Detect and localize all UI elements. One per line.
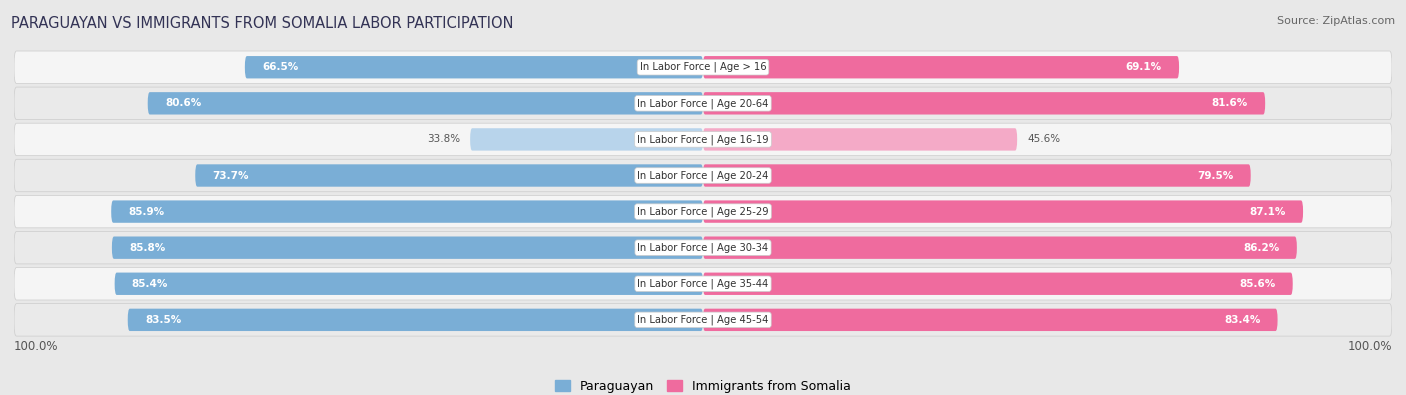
FancyBboxPatch shape xyxy=(195,164,703,187)
Text: In Labor Force | Age 45-54: In Labor Force | Age 45-54 xyxy=(637,314,769,325)
Text: 81.6%: 81.6% xyxy=(1212,98,1249,108)
FancyBboxPatch shape xyxy=(245,56,703,79)
FancyBboxPatch shape xyxy=(14,304,1392,336)
Text: In Labor Force | Age > 16: In Labor Force | Age > 16 xyxy=(640,62,766,73)
FancyBboxPatch shape xyxy=(14,123,1392,156)
FancyBboxPatch shape xyxy=(111,200,703,223)
FancyBboxPatch shape xyxy=(703,237,1296,259)
FancyBboxPatch shape xyxy=(703,308,1278,331)
Text: 85.9%: 85.9% xyxy=(128,207,165,216)
FancyBboxPatch shape xyxy=(703,92,1265,115)
Text: In Labor Force | Age 16-19: In Labor Force | Age 16-19 xyxy=(637,134,769,145)
Text: 73.7%: 73.7% xyxy=(212,171,249,181)
FancyBboxPatch shape xyxy=(14,51,1392,83)
FancyBboxPatch shape xyxy=(703,164,1251,187)
Text: 80.6%: 80.6% xyxy=(165,98,201,108)
Text: 69.1%: 69.1% xyxy=(1126,62,1161,72)
FancyBboxPatch shape xyxy=(703,273,1292,295)
FancyBboxPatch shape xyxy=(14,267,1392,300)
Text: 79.5%: 79.5% xyxy=(1198,171,1233,181)
Text: In Labor Force | Age 20-24: In Labor Force | Age 20-24 xyxy=(637,170,769,181)
FancyBboxPatch shape xyxy=(112,237,703,259)
Text: 100.0%: 100.0% xyxy=(14,340,59,354)
FancyBboxPatch shape xyxy=(703,200,1303,223)
FancyBboxPatch shape xyxy=(14,159,1392,192)
Text: 85.8%: 85.8% xyxy=(129,243,166,253)
Text: 83.4%: 83.4% xyxy=(1225,315,1260,325)
Text: Source: ZipAtlas.com: Source: ZipAtlas.com xyxy=(1277,16,1395,26)
Text: 86.2%: 86.2% xyxy=(1243,243,1279,253)
Text: 45.6%: 45.6% xyxy=(1028,134,1060,145)
Text: 33.8%: 33.8% xyxy=(426,134,460,145)
Text: In Labor Force | Age 30-34: In Labor Force | Age 30-34 xyxy=(637,243,769,253)
Legend: Paraguayan, Immigrants from Somalia: Paraguayan, Immigrants from Somalia xyxy=(550,375,856,395)
Text: In Labor Force | Age 20-64: In Labor Force | Age 20-64 xyxy=(637,98,769,109)
FancyBboxPatch shape xyxy=(128,308,703,331)
FancyBboxPatch shape xyxy=(703,128,1017,150)
Text: In Labor Force | Age 25-29: In Labor Force | Age 25-29 xyxy=(637,206,769,217)
FancyBboxPatch shape xyxy=(14,231,1392,264)
FancyBboxPatch shape xyxy=(148,92,703,115)
Text: 85.6%: 85.6% xyxy=(1239,279,1275,289)
FancyBboxPatch shape xyxy=(470,128,703,150)
FancyBboxPatch shape xyxy=(14,196,1392,228)
Text: 83.5%: 83.5% xyxy=(145,315,181,325)
Text: 85.4%: 85.4% xyxy=(132,279,169,289)
FancyBboxPatch shape xyxy=(14,87,1392,120)
Text: 100.0%: 100.0% xyxy=(1347,340,1392,354)
Text: In Labor Force | Age 35-44: In Labor Force | Age 35-44 xyxy=(637,278,769,289)
Text: 66.5%: 66.5% xyxy=(262,62,298,72)
Text: PARAGUAYAN VS IMMIGRANTS FROM SOMALIA LABOR PARTICIPATION: PARAGUAYAN VS IMMIGRANTS FROM SOMALIA LA… xyxy=(11,16,513,31)
FancyBboxPatch shape xyxy=(703,56,1180,79)
Text: 87.1%: 87.1% xyxy=(1250,207,1286,216)
FancyBboxPatch shape xyxy=(115,273,703,295)
